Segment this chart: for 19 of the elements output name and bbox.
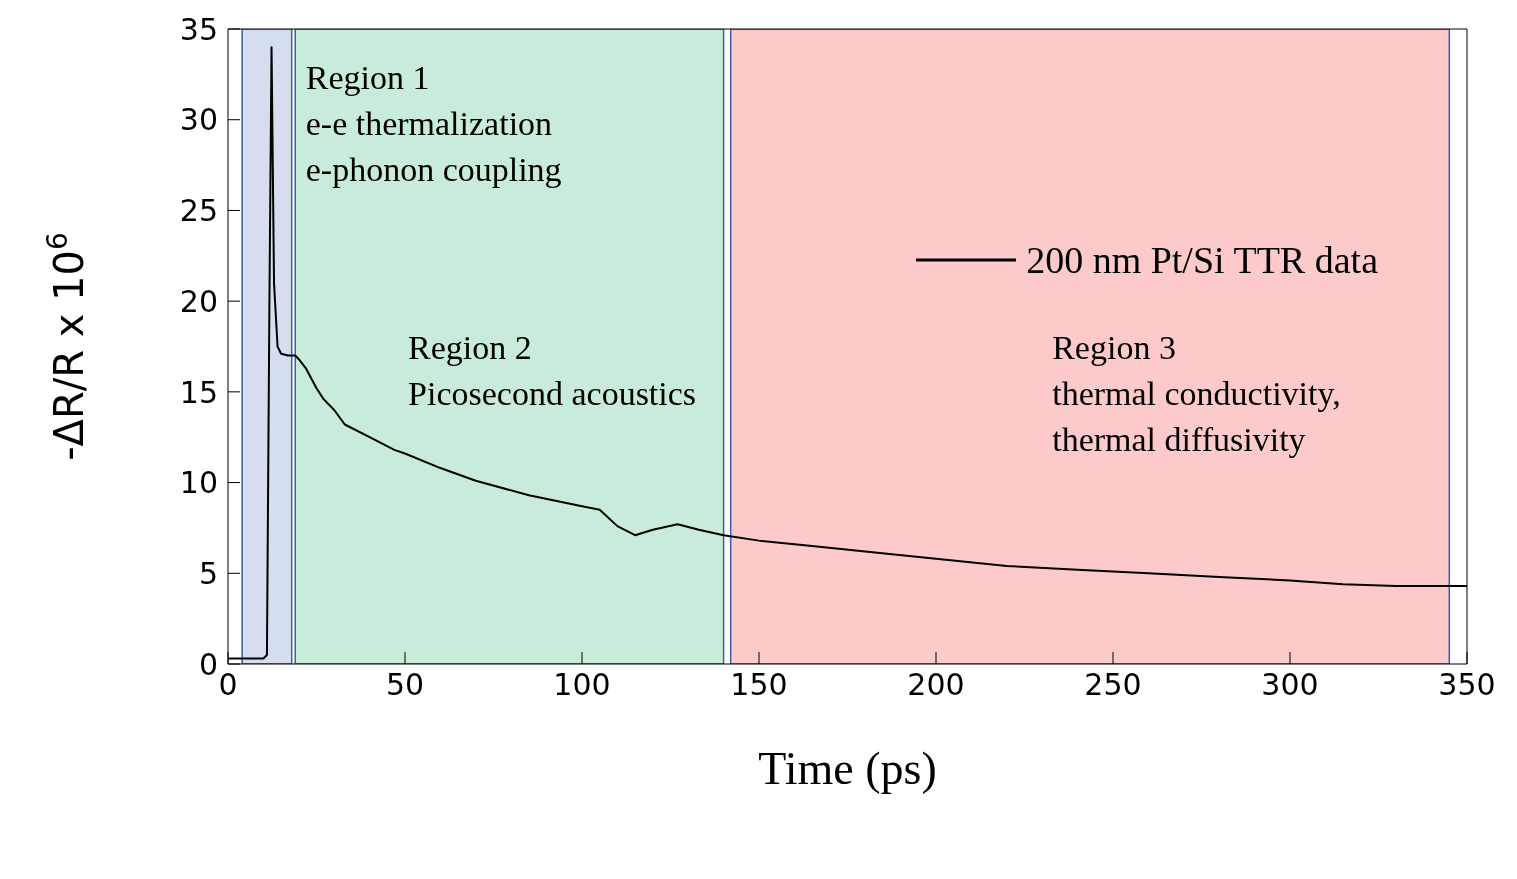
x-axis-title: Time (ps) bbox=[758, 743, 937, 794]
x-tick-label: 200 bbox=[907, 667, 965, 703]
y-tick-label: 25 bbox=[179, 193, 218, 229]
y-tick-label: 10 bbox=[179, 465, 218, 501]
y-tick-label: 15 bbox=[179, 374, 218, 410]
x-tick-label: 50 bbox=[385, 667, 425, 703]
y-tick-label: 5 bbox=[198, 555, 218, 591]
legend-label: 200 nm Pt/Si TTR data bbox=[1026, 238, 1378, 282]
x-tick-label: 250 bbox=[1084, 667, 1142, 703]
y-tick-label: 30 bbox=[179, 102, 218, 138]
band-label: Region 3 thermal conductivity, thermal diffusivity bbox=[1052, 329, 1341, 459]
x-tick-label: 150 bbox=[730, 667, 788, 703]
x-tick-label: 350 bbox=[1438, 667, 1496, 703]
x-tick-label: 100 bbox=[553, 667, 611, 703]
x-tick-label: 300 bbox=[1261, 667, 1319, 703]
y-tick-label: 35 bbox=[179, 11, 218, 47]
band-label: Region 1 e-e thermalization e-phonon coupling bbox=[305, 59, 562, 188]
y-tick-label: 20 bbox=[179, 283, 218, 319]
band-label: Region 2 Picosecond acoustics bbox=[408, 329, 697, 413]
